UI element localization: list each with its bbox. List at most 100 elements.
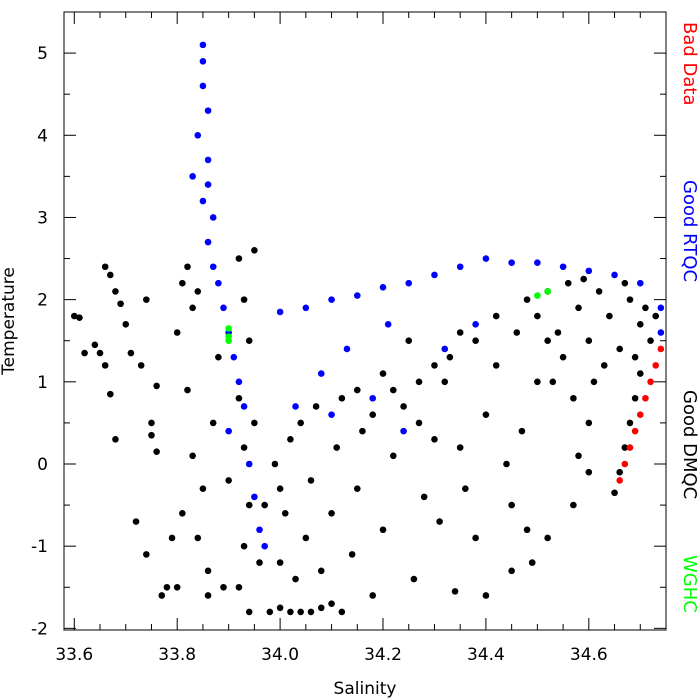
point [400,427,407,435]
point [179,510,186,517]
point [626,296,634,303]
point [472,534,479,542]
point [292,575,299,583]
point [96,349,104,357]
point [271,460,279,468]
point [101,362,109,369]
point [544,337,551,345]
point [647,378,654,386]
point [317,370,325,377]
point [508,567,515,575]
point [117,300,124,308]
point [585,419,593,427]
point [240,403,248,410]
point [616,345,623,353]
x-tick-label: 34.4 [467,645,505,665]
point [194,288,202,295]
point [472,337,479,345]
point [369,592,377,599]
legend-entry: Bad Data [679,22,700,106]
point [91,341,99,349]
point [225,337,232,345]
point [235,583,243,591]
point [441,378,449,386]
point [518,427,526,435]
point [389,386,397,394]
point [436,518,443,525]
point [76,314,83,322]
point [559,353,567,361]
point [256,559,263,566]
point [240,542,248,550]
point [508,501,515,509]
point [189,452,196,460]
point [107,390,114,398]
point [621,444,629,451]
point [534,292,541,299]
point [379,370,387,377]
point [215,353,222,361]
point [657,345,665,353]
point [143,551,150,558]
point [266,608,274,616]
point [220,304,227,312]
point [204,181,212,188]
point [297,608,304,616]
point [245,501,253,509]
point [420,493,428,501]
point [235,255,243,262]
point [204,156,212,164]
point [215,279,222,287]
point [621,460,629,468]
point [276,308,284,316]
point [245,608,253,616]
point [611,271,618,279]
point [513,329,521,336]
point [564,279,572,287]
point [209,263,217,271]
point [199,58,207,65]
point [472,320,479,328]
x-tick-label: 34.2 [364,645,402,665]
point [338,608,346,616]
y-tick-label: 2 [37,291,48,311]
point [204,107,212,114]
point [189,304,196,312]
point [647,337,654,345]
point [431,436,438,443]
point [636,320,644,328]
point [204,238,212,246]
point [179,279,186,287]
point [328,600,335,608]
point [384,320,392,328]
plot-frame [63,11,667,631]
point [199,82,207,90]
point [127,349,135,357]
point [70,312,78,320]
point [369,411,377,418]
point [590,378,598,386]
point [389,452,397,460]
point [148,419,155,427]
point [456,444,464,451]
point [199,41,207,49]
point [523,526,531,534]
point [379,284,387,291]
y-tick-label: 5 [37,44,48,64]
point [276,604,284,612]
point [631,394,639,402]
y-tick-label: 0 [37,455,48,475]
point [415,378,423,386]
point [220,583,227,591]
point [482,411,490,418]
point [575,452,582,460]
point [652,362,660,369]
point [492,312,500,320]
point [251,419,258,427]
point [570,501,577,509]
point [204,592,212,599]
point [184,263,191,271]
point [415,419,423,427]
point [431,271,438,279]
